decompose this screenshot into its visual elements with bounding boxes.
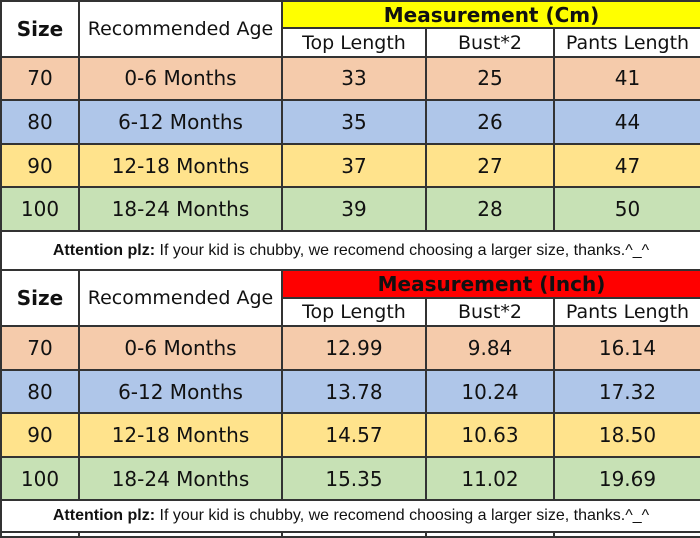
age-cell: 12-18 Months [78,412,283,458]
empty-cell [281,530,427,538]
top-length-cell: 13.78 [281,368,427,415]
size-cell: 90 [0,142,80,189]
bust-cell: 9.84 [425,325,555,371]
size-cell: 70 [0,55,80,102]
empty-cell [553,530,700,538]
bust-cell: 27 [425,142,555,189]
size-cell: 100 [0,186,80,232]
inch-subheader-row: Top Length Bust*2 Pants Length [1,296,700,328]
age-cell: 12-18 Months [78,142,283,189]
attention-text: If your kid is chubby, we recomend choos… [155,507,650,525]
table-row: 90 12-18 Months 14.57 10.63 18.50 [0,412,700,458]
bust-column-header: Bust*2 [425,296,555,328]
bust-cell: 26 [425,99,555,145]
attention-label: Attention plz: [52,507,156,525]
age-cell: 0-6 Months [78,325,283,371]
pants-length-cell: 16.14 [553,325,700,371]
table-row: 90 12-18 Months 37 27 47 [0,142,700,189]
table-row: 70 0-6 Months 12.99 9.84 16.14 [0,325,700,371]
pants-length-cell: 17.32 [553,368,700,415]
top-length-cell: 33 [281,55,427,102]
attention-note: Attention plz: If your kid is chubby, we… [0,229,700,272]
attention-row: Attention plz: If your kid is chubby, we… [0,499,700,533]
table-row: 100 18-24 Months 39 28 50 [0,186,700,232]
size-column-header: Size [0,0,80,58]
age-cell: 18-24 Months [78,455,283,502]
top-length-cell: 39 [281,186,427,232]
measurement-cm-header: Measurement (Cm) [281,0,700,30]
pants-length-cell: 19.69 [553,455,700,502]
size-cell: 70 [0,325,80,371]
empty-cell [0,530,80,538]
attention-note: Attention plz: If your kid is chubby, we… [0,499,700,533]
bust-cell: 28 [425,186,555,232]
inch-header-row: Size Recommended Age Measurement (Inch) [0,269,700,328]
table-row: 100 18-24 Months 15.35 11.02 19.69 [0,455,700,502]
measurement-inch-header: Measurement (Inch) [281,269,700,299]
age-cell: 6-12 Months [78,99,283,145]
age-column-header: Recommended Age [78,0,283,58]
bust-cell: 25 [425,55,555,102]
bust-cell: 10.24 [425,368,555,415]
table-row: 70 0-6 Months 33 25 41 [0,55,700,102]
age-column-header: Recommended Age [78,269,283,328]
bust-column-header: Bust*2 [425,27,555,58]
pants-length-cell: 18.50 [553,412,700,458]
top-length-column-header: Top Length [281,27,427,58]
pants-length-column-header: Pants Length [553,27,700,58]
pants-length-cell: 50 [553,186,700,232]
top-length-cell: 37 [281,142,427,189]
pants-length-cell: 44 [553,99,700,145]
attention-text: If your kid is chubby, we recomend choos… [155,241,650,259]
table-row: 80 6-12 Months 35 26 44 [0,99,700,145]
pants-length-column-header: Pants Length [553,296,700,328]
size-cell: 100 [0,455,80,502]
top-length-column-header: Top Length [281,296,427,328]
size-cell: 80 [0,368,80,415]
bust-cell: 10.63 [425,412,555,458]
table-row: 80 6-12 Months 13.78 10.24 17.32 [0,368,700,415]
pants-length-cell: 47 [553,142,700,189]
partial-row [0,530,700,538]
age-cell: 0-6 Months [78,55,283,102]
size-column-header: Size [0,269,80,328]
age-cell: 6-12 Months [78,368,283,415]
attention-row: Attention plz: If your kid is chubby, we… [0,229,700,272]
pants-length-cell: 41 [553,55,700,102]
top-length-cell: 15.35 [281,455,427,502]
empty-cell [425,530,555,538]
bust-cell: 11.02 [425,455,555,502]
cm-header-row: Size Recommended Age Measurement (Cm) [0,0,700,58]
attention-label: Attention plz: [52,241,156,259]
empty-cell [78,530,283,538]
top-length-cell: 35 [281,99,427,145]
top-length-cell: 14.57 [281,412,427,458]
size-cell: 90 [0,412,80,458]
age-cell: 18-24 Months [78,186,283,232]
top-length-cell: 12.99 [281,325,427,371]
size-cell: 80 [0,99,80,145]
cm-subheader-row: Top Length Bust*2 Pants Length [1,27,700,58]
